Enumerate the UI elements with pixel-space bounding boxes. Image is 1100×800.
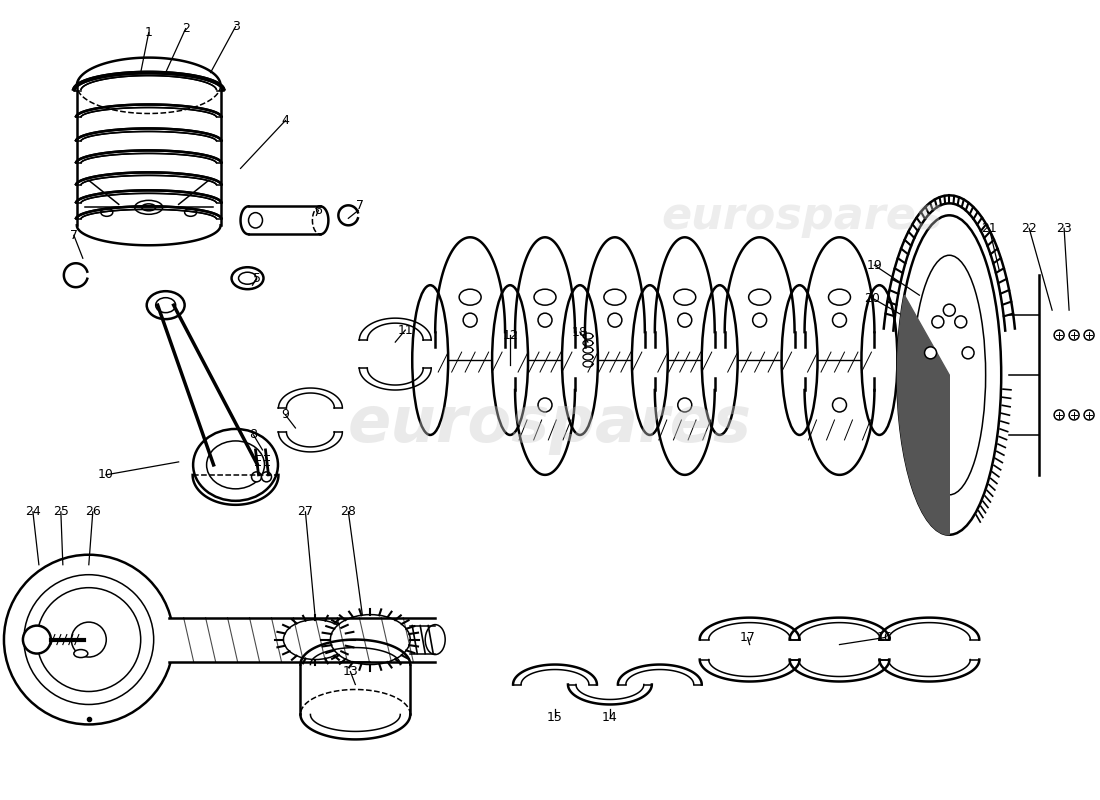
Ellipse shape: [330, 614, 410, 665]
Ellipse shape: [492, 285, 528, 435]
Text: 11: 11: [397, 324, 414, 337]
Ellipse shape: [426, 625, 446, 654]
Text: 9: 9: [282, 409, 289, 422]
Ellipse shape: [156, 298, 176, 313]
Circle shape: [463, 313, 477, 327]
Ellipse shape: [207, 441, 264, 489]
Circle shape: [1054, 410, 1064, 420]
Ellipse shape: [194, 429, 278, 501]
Ellipse shape: [562, 285, 598, 435]
Text: 28: 28: [340, 506, 356, 518]
Circle shape: [833, 398, 847, 412]
Circle shape: [1085, 410, 1094, 420]
Ellipse shape: [239, 272, 256, 284]
Circle shape: [944, 304, 955, 316]
Ellipse shape: [134, 200, 163, 214]
Text: 17: 17: [739, 631, 756, 644]
Text: 26: 26: [85, 506, 101, 518]
Ellipse shape: [861, 285, 898, 435]
Ellipse shape: [898, 215, 1001, 534]
Text: 4: 4: [282, 114, 289, 127]
Text: 27: 27: [297, 506, 313, 518]
Ellipse shape: [631, 285, 668, 435]
Text: 7: 7: [356, 199, 364, 212]
Text: eurospares: eurospares: [348, 393, 752, 455]
Ellipse shape: [146, 291, 185, 319]
Ellipse shape: [23, 626, 51, 654]
Text: 5: 5: [253, 272, 261, 285]
Circle shape: [1054, 330, 1064, 340]
Ellipse shape: [232, 267, 264, 289]
Text: 3: 3: [232, 20, 240, 33]
Circle shape: [1069, 330, 1079, 340]
Circle shape: [262, 472, 272, 482]
Ellipse shape: [72, 622, 107, 657]
Circle shape: [608, 313, 622, 327]
Text: 18: 18: [572, 326, 587, 338]
Text: 7: 7: [69, 229, 78, 242]
Text: 25: 25: [53, 506, 69, 518]
Text: 14: 14: [602, 711, 618, 724]
Text: 23: 23: [1056, 222, 1072, 234]
Circle shape: [252, 472, 262, 482]
Ellipse shape: [828, 289, 850, 305]
Text: 2: 2: [182, 22, 189, 35]
Ellipse shape: [604, 289, 626, 305]
Circle shape: [955, 316, 967, 328]
Ellipse shape: [534, 289, 556, 305]
Ellipse shape: [674, 289, 695, 305]
Ellipse shape: [702, 285, 738, 435]
Ellipse shape: [74, 650, 88, 658]
Ellipse shape: [249, 213, 263, 228]
Circle shape: [1069, 410, 1079, 420]
Circle shape: [932, 316, 944, 328]
Text: 22: 22: [1021, 222, 1037, 234]
Text: 8: 8: [250, 429, 257, 442]
Circle shape: [678, 313, 692, 327]
Text: eurospares: eurospares: [662, 195, 943, 238]
Ellipse shape: [412, 285, 448, 435]
Ellipse shape: [142, 204, 156, 211]
Circle shape: [833, 313, 847, 327]
Text: 21: 21: [981, 222, 997, 234]
Text: 12: 12: [503, 329, 518, 342]
Text: 13: 13: [342, 665, 359, 678]
Ellipse shape: [101, 208, 113, 216]
Text: 10: 10: [98, 468, 113, 482]
Ellipse shape: [459, 289, 481, 305]
Polygon shape: [898, 295, 949, 534]
Circle shape: [1085, 330, 1094, 340]
Ellipse shape: [782, 285, 817, 435]
Ellipse shape: [284, 620, 348, 659]
Text: 15: 15: [547, 711, 563, 724]
Text: 24: 24: [25, 506, 41, 518]
Ellipse shape: [4, 554, 174, 725]
Text: 19: 19: [867, 258, 882, 272]
Circle shape: [962, 347, 975, 359]
Circle shape: [538, 313, 552, 327]
Circle shape: [925, 347, 936, 359]
Text: 20: 20: [865, 292, 880, 305]
Ellipse shape: [749, 289, 771, 305]
Circle shape: [538, 398, 552, 412]
Text: 16: 16: [877, 631, 892, 644]
Text: 1: 1: [145, 26, 153, 39]
Ellipse shape: [913, 255, 986, 495]
Circle shape: [752, 313, 767, 327]
Ellipse shape: [185, 208, 197, 216]
Text: 6: 6: [315, 204, 322, 217]
Circle shape: [678, 398, 692, 412]
